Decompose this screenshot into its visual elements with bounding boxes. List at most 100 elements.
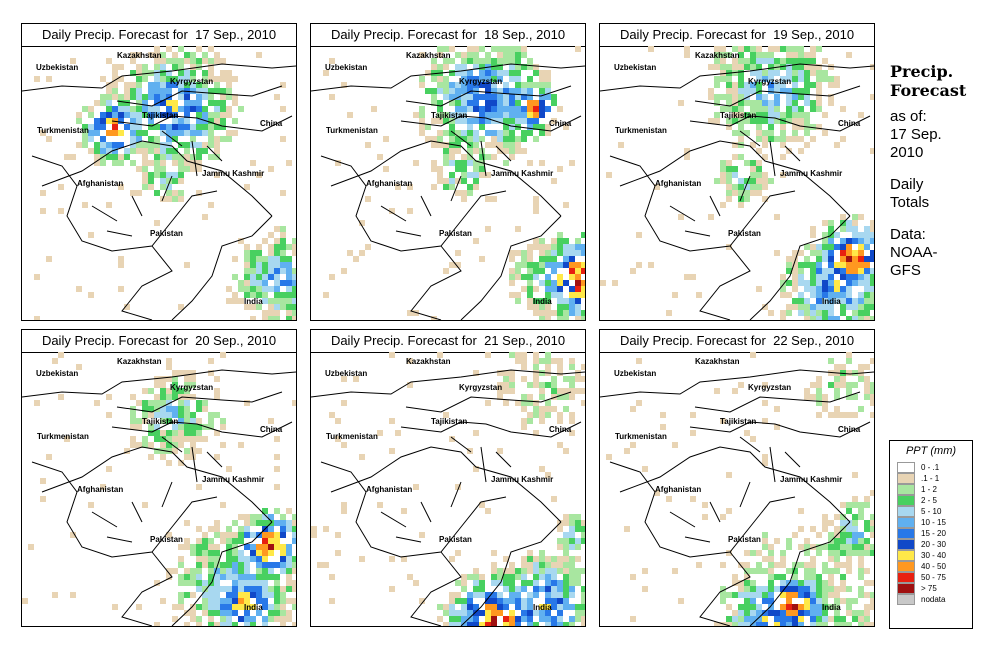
- country-border: [405, 85, 572, 107]
- country-border: [31, 461, 218, 558]
- sidebar-title-line1: Precip.: [890, 62, 954, 81]
- daily-line2: Totals: [890, 194, 930, 211]
- map-label-kazakhstan: Kazakhstan: [695, 51, 740, 60]
- legend-label: 40 - 50: [921, 562, 946, 571]
- forecast-panel-sep18: Daily Precip. Forecast for 18 Sep., 2010…: [310, 23, 586, 321]
- map-canvas: Kazakhstan Uzbekistan Kyrgyzstan Tajikistan…: [311, 352, 585, 626]
- precip-map: Kazakhstan Uzbekistan Kyrgyzstan Tajikistan…: [600, 46, 874, 320]
- legend-label: > 75: [921, 584, 937, 593]
- map-label-pakistan: Pakistan: [439, 535, 472, 544]
- map-label-china: China: [549, 119, 572, 128]
- map-label-uzbekistan: Uzbekistan: [614, 369, 656, 378]
- precip-grid: [311, 352, 585, 626]
- map-canvas: Kazakhstan Uzbekistan Kyrgyzstan Tajikistan…: [600, 46, 874, 320]
- country-border: [22, 369, 296, 398]
- legend-swatch: [897, 583, 915, 594]
- map-label-india: India: [244, 297, 263, 306]
- legend-label: 10 - 15: [921, 518, 946, 527]
- map-label-kyrgyzstan: Kyrgyzstan: [748, 77, 791, 86]
- country-border: [609, 461, 796, 558]
- country-border: [600, 63, 874, 92]
- country-border: [609, 155, 796, 252]
- country-border: [91, 175, 173, 237]
- forecast-panel-sep20: Daily Precip. Forecast for 20 Sep., 2010…: [21, 329, 297, 627]
- legend-swatch: [897, 550, 915, 561]
- map-label-india: India: [244, 603, 263, 612]
- map-label-turkmenistan: Turkmenistan: [615, 432, 667, 441]
- country-border: [460, 521, 562, 626]
- country-border: [689, 115, 871, 132]
- map-label-kyrgyzstan: Kyrgyzstan: [459, 383, 502, 392]
- legend-item: 15 - 20: [890, 528, 972, 539]
- country-border: [739, 130, 801, 177]
- sidebar-info: Precip. Forecast as of: 17 Sep. 2010 Dai…: [890, 62, 980, 280]
- map-label-afghanistan: Afghanistan: [366, 179, 412, 188]
- data-line3: GFS: [890, 262, 921, 279]
- legend-swatch: [897, 594, 915, 605]
- map-label-india: India: [822, 297, 841, 306]
- panel-title: Daily Precip. Forecast for 20 Sep., 2010: [22, 330, 296, 353]
- legend-item: nodata: [890, 594, 972, 605]
- map-label-tajikistan: Tajikistan: [720, 111, 756, 120]
- map-label-kazakhstan: Kazakhstan: [406, 357, 451, 366]
- legend-swatch: [897, 539, 915, 550]
- legend-swatch: [897, 484, 915, 495]
- panel-title: Daily Precip. Forecast for 19 Sep., 2010: [600, 24, 874, 47]
- legend-item: 2 - 5: [890, 495, 972, 506]
- map-label-uzbekistan: Uzbekistan: [36, 63, 78, 72]
- country-border: [116, 85, 283, 107]
- map-label-turkmenistan: Turkmenistan: [326, 126, 378, 135]
- country-border: [400, 115, 582, 132]
- country-border: [171, 215, 273, 320]
- country-border: [41, 140, 273, 217]
- map-label-jammu_kashmir: Jammu Kashmir: [491, 169, 553, 178]
- daily-line1: Daily: [890, 176, 924, 193]
- legend-label: 30 - 40: [921, 551, 946, 560]
- legend-item: 20 - 30: [890, 539, 972, 550]
- map-label-kazakhstan: Kazakhstan: [117, 51, 162, 60]
- country-border: [171, 521, 273, 626]
- map-label-pakistan: Pakistan: [150, 535, 183, 544]
- precip-map: Kazakhstan Uzbekistan Kyrgyzstan Tajikistan…: [311, 352, 585, 626]
- country-border: [699, 245, 751, 320]
- asof-line2: 17 Sep.: [890, 126, 942, 143]
- map-label-afghanistan: Afghanistan: [77, 179, 123, 188]
- map-canvas: Kazakhstan Uzbekistan Kyrgyzstan Tajikistan…: [22, 352, 296, 626]
- legend-swatch: [897, 473, 915, 484]
- map-label-china: China: [260, 425, 283, 434]
- legend-label: .1 - 1: [921, 474, 940, 483]
- forecast-panel-sep21: Daily Precip. Forecast for 21 Sep., 2010…: [310, 329, 586, 627]
- legend-swatch: [897, 462, 915, 473]
- legend-item: 50 - 75: [890, 572, 972, 583]
- legend-swatch: [897, 506, 915, 517]
- panel-title: Daily Precip. Forecast for 21 Sep., 2010: [311, 330, 585, 353]
- map-canvas: Kazakhstan Uzbekistan Kyrgyzstan Tajikistan…: [22, 46, 296, 320]
- legend-item: 0 - .1: [890, 462, 972, 473]
- map-label-jammu_kashmir: Jammu Kashmir: [202, 169, 264, 178]
- map-label-afghanistan: Afghanistan: [77, 485, 123, 494]
- country-border: [405, 391, 572, 413]
- country-border: [450, 436, 512, 483]
- data-line1: Data:: [890, 226, 926, 243]
- precip-grid: [22, 352, 296, 626]
- panel-title: Daily Precip. Forecast for 18 Sep., 2010: [311, 24, 585, 47]
- panel-title: Daily Precip. Forecast for 17 Sep., 2010: [22, 24, 296, 47]
- map-label-india: India: [533, 297, 552, 306]
- map-label-turkmenistan: Turkmenistan: [37, 432, 89, 441]
- precip-grid: [606, 352, 874, 626]
- sidebar-title-line2: Forecast: [890, 81, 967, 100]
- country-border: [689, 421, 871, 438]
- legend-item: .1 - 1: [890, 473, 972, 484]
- map-label-uzbekistan: Uzbekistan: [325, 369, 367, 378]
- country-border: [320, 461, 507, 558]
- map-label-jammu_kashmir: Jammu Kashmir: [202, 475, 264, 484]
- map-label-jammu_kashmir: Jammu Kashmir: [491, 475, 553, 484]
- map-label-kyrgyzstan: Kyrgyzstan: [459, 77, 502, 86]
- precip-map: Kazakhstan Uzbekistan Kyrgyzstan Tajikistan…: [600, 352, 874, 626]
- legend-item: 5 - 10: [890, 506, 972, 517]
- map-label-kazakhstan: Kazakhstan: [695, 357, 740, 366]
- country-border: [410, 551, 462, 626]
- map-label-china: China: [838, 425, 861, 434]
- map-label-turkmenistan: Turkmenistan: [37, 126, 89, 135]
- legend-item: 10 - 15: [890, 517, 972, 528]
